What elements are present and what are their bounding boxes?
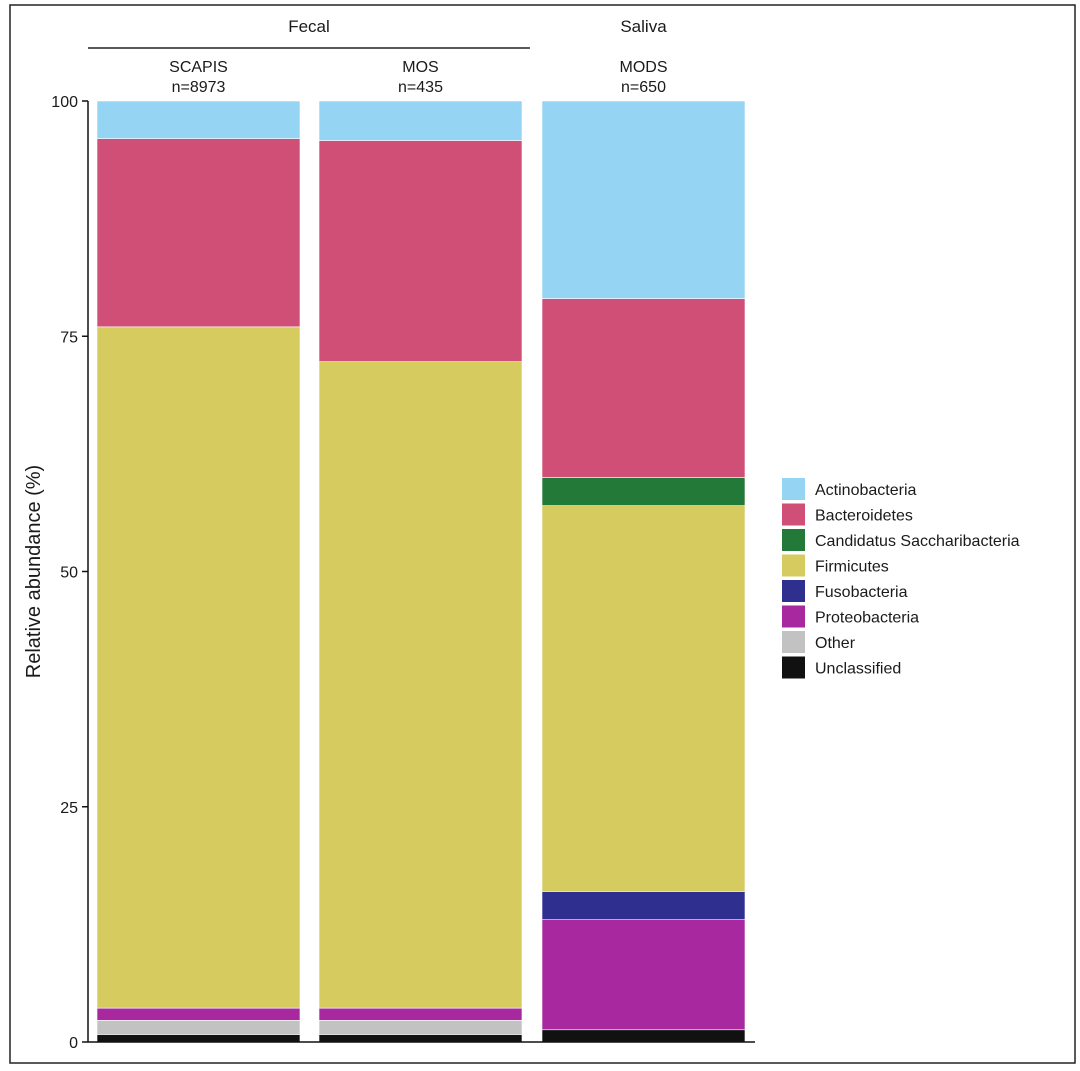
bar-segment-scapis-bacteroidetes xyxy=(96,138,301,328)
legend-label-candidatus-saccharibacteria: Candidatus Saccharibacteria xyxy=(815,533,1020,550)
bar-segment-mos-proteobacteria xyxy=(318,1007,523,1021)
facet-group-headers: Fecal Saliva xyxy=(88,17,667,49)
panel-n-scapis: n=8973 xyxy=(172,79,226,96)
bar-segment-mods-bacteroidetes xyxy=(541,298,746,478)
panel-label-mods: MODS xyxy=(620,59,668,76)
bar-segment-mos-unclassified xyxy=(318,1034,523,1043)
legend-label-firmicutes: Firmicutes xyxy=(815,559,889,576)
legend-swatch-bacteroidetes xyxy=(782,503,805,526)
bar-segment-mods-candidatus-saccharibacteria xyxy=(541,477,746,506)
panel-label-scapis: SCAPIS xyxy=(169,59,228,76)
legend-swatch-candidatus-saccharibacteria xyxy=(782,529,805,551)
bar-segment-mos-actinobacteria xyxy=(318,100,523,141)
bar-segment-mos-bacteroidetes xyxy=(318,140,523,362)
bar-segment-scapis-actinobacteria xyxy=(96,100,301,139)
legend-label-unclassified: Unclassified xyxy=(815,661,901,678)
bar-segment-mods-unclassified xyxy=(541,1029,746,1043)
legend-label-bacteroidetes: Bacteroidetes xyxy=(815,508,913,525)
panel-label-mos: MOS xyxy=(402,59,438,76)
panel-n-mos: n=435 xyxy=(398,79,443,96)
group-label-saliva: Saliva xyxy=(620,17,667,36)
legend-label-other: Other xyxy=(815,635,856,652)
bars xyxy=(96,100,746,1043)
y-tick-label: 25 xyxy=(60,800,78,817)
y-tick-label: 100 xyxy=(51,94,78,111)
panel-n-mods: n=650 xyxy=(621,79,666,96)
bar-segment-scapis-proteobacteria xyxy=(96,1007,301,1021)
bar-segment-mos-firmicutes xyxy=(318,361,523,1009)
legend-label-actinobacteria: Actinobacteria xyxy=(815,482,916,499)
y-axis: 0 25 50 75 100 Relative abundance (%) xyxy=(23,94,755,1052)
y-axis-title: Relative abundance (%) xyxy=(23,465,45,678)
y-tick-label: 50 xyxy=(60,565,78,582)
bar-segment-scapis-unclassified xyxy=(96,1034,301,1043)
group-label-fecal: Fecal xyxy=(288,17,330,36)
legend-swatch-other xyxy=(782,631,805,653)
legend: Actinobacteria Bacteroidetes Candidatus Sa… xyxy=(782,478,1020,679)
legend-swatch-firmicutes xyxy=(782,554,805,577)
panel-headers: SCAPIS n=8973 MOS n=435 MODS n=650 xyxy=(169,59,667,96)
bar-segment-mos-other xyxy=(318,1020,523,1035)
legend-swatch-actinobacteria xyxy=(782,478,805,500)
legend-swatch-unclassified xyxy=(782,656,805,679)
bar-segment-scapis-other xyxy=(96,1020,301,1035)
legend-label-proteobacteria: Proteobacteria xyxy=(815,610,919,627)
y-tick-label: 75 xyxy=(60,329,78,346)
legend-swatch-proteobacteria xyxy=(782,605,805,628)
bar-segment-mods-fusobacteria xyxy=(541,891,746,920)
legend-label-fusobacteria: Fusobacteria xyxy=(815,584,908,601)
bar-segment-scapis-firmicutes xyxy=(96,326,301,1009)
legend-swatch-fusobacteria xyxy=(782,580,805,602)
bar-segment-mods-proteobacteria xyxy=(541,919,746,1031)
bar-segment-mods-firmicutes xyxy=(541,505,746,892)
y-tick-label: 0 xyxy=(69,1035,78,1052)
bar-segment-mods-actinobacteria xyxy=(541,100,746,299)
